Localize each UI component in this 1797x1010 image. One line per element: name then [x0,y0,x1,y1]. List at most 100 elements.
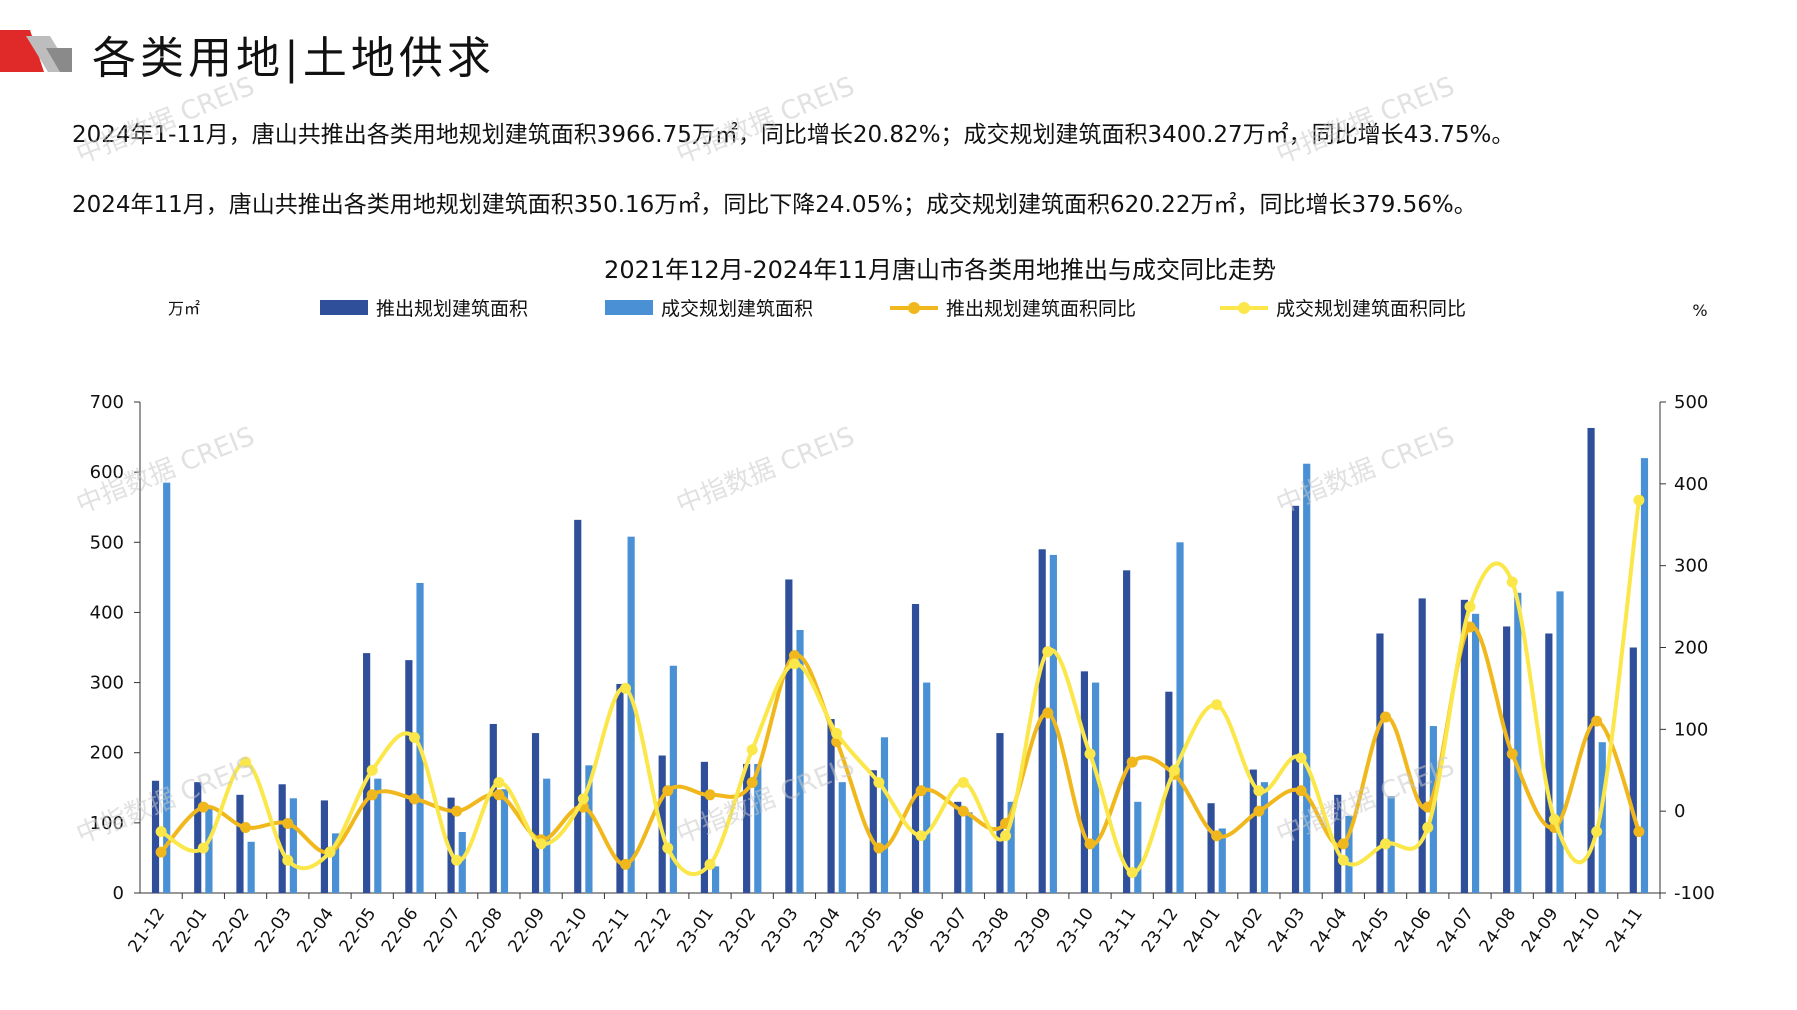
point-deal-yoy [1295,752,1307,764]
point-deal-yoy [1337,854,1349,866]
bar-supply [1207,803,1215,893]
x-tick-label: 24-06 [1391,904,1436,956]
left-tick-label: 600 [90,462,124,483]
bar-deal [1260,782,1269,893]
brand-logo-mark [0,30,72,72]
bar-deal [205,808,213,893]
point-supply-yoy [197,801,209,813]
x-tick-label: 22-03 [251,904,296,956]
point-supply-yoy [240,822,252,834]
bar-deal [712,866,720,893]
bar-deal [332,833,340,893]
point-deal-yoy [1380,838,1392,850]
bar-deal [1345,815,1353,893]
bar-deal [289,798,297,893]
point-deal-yoy [1548,813,1560,825]
point-deal-yoy [1000,830,1012,842]
bar-deal [374,778,382,893]
line-supply-yoy [159,624,1641,867]
legend-label: 推出规划建筑面积 [376,298,528,320]
x-tick-label: 23-11 [1096,904,1141,956]
point-supply-yoy [1464,621,1476,633]
point-deal-yoy [1464,601,1476,613]
point-deal-yoy [1126,867,1138,879]
legend-swatch [320,300,368,315]
point-supply-yoy [1591,715,1603,727]
bar-supply [1629,647,1637,893]
point-supply-yoy [155,846,167,858]
bar-supply [954,801,962,893]
bar-deal [1007,801,1015,893]
x-tick-label: 24-07 [1433,904,1478,956]
point-supply-yoy [788,650,800,662]
point-supply-yoy [957,805,969,817]
right-axis-unit: % [1692,301,1707,320]
summary-line-ytd: 2024年1-11月，唐山共推出各类用地规划建筑面积3966.75万㎡，同比增长… [72,122,1515,148]
point-deal-yoy [366,764,378,776]
point-supply-yoy [1380,711,1392,723]
point-deal-yoy [535,838,547,850]
point-supply-yoy [408,793,420,805]
right-tick-label: 0 [1674,801,1685,822]
chart-title: 2021年12月-2024年11月唐山市各类用地推出与成交同比走势 [604,256,1276,284]
bar-supply [1165,691,1173,893]
point-deal-yoy [1084,748,1096,760]
point-supply-yoy [1042,707,1054,719]
point-supply-yoy [282,817,294,829]
point-deal-yoy [577,793,589,805]
bar-deal [1640,458,1649,893]
bar-supply [531,733,540,893]
x-tick-label: 23-07 [927,904,972,956]
bar-supply [194,782,202,893]
summary-line-month: 2024年11月，唐山共推出各类用地规划建筑面积350.16万㎡，同比下降24.… [72,192,1477,218]
bar-deal [247,841,255,893]
right-tick-label: 300 [1674,556,1708,577]
bar-deal [1598,742,1606,893]
bar-deal [163,482,171,893]
point-supply-yoy [493,789,505,801]
point-deal-yoy [493,777,505,789]
x-tick-label: 23-06 [884,904,929,956]
bar-supply [1080,671,1088,893]
point-deal-yoy [831,727,843,739]
x-tick-label: 23-09 [1011,904,1056,956]
right-tick-label: 200 [1674,638,1708,659]
left-tick-label: 0 [113,883,124,904]
bar-deal [1176,542,1184,893]
x-tick-label: 24-01 [1180,904,1225,956]
bar-supply [489,723,497,893]
x-tick-label: 24-05 [1349,904,1394,956]
bar-supply [1545,633,1553,893]
bar-deal [1092,682,1100,893]
point-deal-yoy [1422,822,1434,834]
point-supply-yoy [1295,785,1307,797]
bar-deal [1303,463,1311,893]
bar-supply [1376,633,1384,893]
x-tick-label: 22-02 [209,904,254,956]
point-supply-yoy [1337,838,1349,850]
point-supply-yoy [451,805,463,817]
point-supply-yoy [1506,748,1518,760]
left-tick-label: 400 [90,602,124,623]
point-deal-yoy [1633,494,1645,506]
bar-supply [827,719,835,893]
bar-supply [911,604,920,893]
bar-supply [405,660,413,893]
bar-deal [543,778,551,893]
bar-supply [996,733,1004,893]
bar-supply [1503,626,1511,893]
legend-marker [1238,302,1250,314]
x-tick-label: 23-02 [716,904,761,956]
legend-label: 成交规划建筑面积 [661,298,813,320]
x-tick-label: 24-11 [1602,904,1647,956]
point-supply-yoy [1211,830,1223,842]
x-tick-label: 22-07 [420,904,465,956]
point-deal-yoy [1591,826,1603,838]
point-deal-yoy [1253,785,1265,797]
x-tick-label: 22-06 [378,904,423,956]
point-deal-yoy [1042,646,1054,658]
bar-deal [796,629,804,893]
page-title: 各类用地|土地供求 [92,33,495,84]
point-supply-yoy [366,789,378,801]
